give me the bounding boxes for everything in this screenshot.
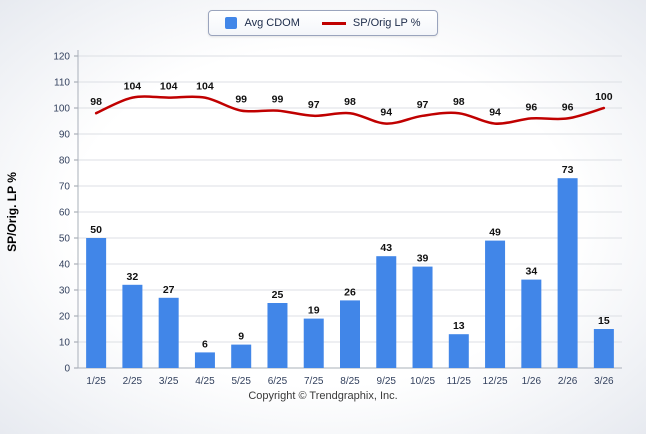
line-series bbox=[94, 95, 606, 125]
bar bbox=[340, 300, 360, 368]
y-tick-label: 110 bbox=[54, 78, 70, 89]
line-value-label: 99 bbox=[235, 94, 247, 106]
bar-series-swatch bbox=[225, 17, 238, 29]
legend-label-sp-orig-lp: SP/Orig LP % bbox=[352, 17, 421, 29]
chart-svg: SP/Orig. LP % 0 10 20 30 40 50 60 70 80 90 100 110 1… bbox=[5, 50, 622, 387]
x-tick-label: 4/25 bbox=[195, 376, 215, 387]
bar bbox=[122, 284, 143, 368]
y-tick-label: 80 bbox=[59, 156, 71, 167]
line-value-label: 98 bbox=[453, 96, 465, 108]
y-tick-label: 120 bbox=[53, 52, 70, 63]
x-tick-label: 1/25 bbox=[86, 376, 106, 387]
y-tick-label: 60 bbox=[59, 208, 71, 219]
bar bbox=[412, 266, 433, 368]
x-tick-label: 9/25 bbox=[377, 376, 397, 387]
line-value-label: 98 bbox=[344, 96, 356, 108]
bar-value-label: 73 bbox=[562, 164, 574, 176]
bar-value-label: 15 bbox=[598, 315, 610, 327]
line-value-label: 96 bbox=[562, 101, 574, 113]
y-tick-label: 30 bbox=[59, 286, 71, 297]
x-tick-label: 5/25 bbox=[231, 376, 251, 387]
bar bbox=[593, 329, 614, 368]
x-tick-label: 6/25 bbox=[268, 376, 288, 387]
y-tick-label: 50 bbox=[59, 234, 71, 245]
bar-value-label: 19 bbox=[308, 305, 320, 317]
line-value-label: 97 bbox=[417, 99, 429, 111]
bar bbox=[521, 279, 542, 368]
line-value-label: 98 bbox=[90, 96, 102, 108]
bar bbox=[158, 297, 179, 368]
y-tick-label: 100 bbox=[53, 104, 70, 115]
x-tick-label: 1/26 bbox=[522, 376, 542, 387]
y-tick-label: 20 bbox=[59, 312, 71, 323]
bar-value-label: 9 bbox=[238, 331, 244, 343]
legend-item-avg-cdom: Avg CDOM bbox=[225, 17, 300, 29]
bar bbox=[376, 256, 397, 368]
bar bbox=[267, 303, 288, 368]
y-tick-label: 40 bbox=[59, 260, 71, 271]
bar-value-label: 50 bbox=[90, 224, 102, 236]
y-tick-label: 10 bbox=[59, 338, 71, 349]
x-tick-label: 7/25 bbox=[304, 376, 324, 387]
bar bbox=[86, 238, 107, 368]
legend-item-sp-orig-lp: SP/Orig LP % bbox=[321, 17, 421, 29]
bar-value-label: 43 bbox=[380, 242, 392, 254]
bar-value-label: 32 bbox=[127, 271, 139, 283]
bar-value-label: 27 bbox=[163, 284, 175, 296]
x-tick-label: 2/26 bbox=[558, 376, 578, 387]
x-tick-label: 2/25 bbox=[123, 376, 143, 387]
bar bbox=[231, 344, 252, 368]
copyright-text: Copyright © Trendgraphix, Inc. bbox=[248, 390, 398, 402]
x-tick-label: 3/26 bbox=[594, 376, 614, 387]
bar bbox=[303, 318, 324, 368]
line-value-label: 100 bbox=[595, 91, 613, 103]
x-tick-label: 11/25 bbox=[447, 376, 472, 387]
line-value-label: 94 bbox=[380, 107, 392, 119]
x-tick-label: 3/25 bbox=[159, 376, 179, 387]
bar-value-label: 6 bbox=[202, 338, 208, 350]
line-value-label: 94 bbox=[489, 107, 501, 119]
line-value-label: 96 bbox=[525, 101, 537, 113]
x-tick-label: 8/25 bbox=[340, 376, 360, 387]
legend-label-avg-cdom: Avg CDOM bbox=[244, 17, 300, 29]
bar-value-label: 49 bbox=[489, 227, 501, 239]
bar-value-label: 13 bbox=[453, 320, 465, 332]
line-value-label: 99 bbox=[272, 94, 284, 106]
x-tick-label: 10/25 bbox=[410, 376, 435, 387]
bar-value-label: 39 bbox=[417, 253, 429, 265]
line-value-label: 97 bbox=[308, 99, 320, 111]
bar-value-label: 34 bbox=[525, 266, 537, 278]
bar bbox=[448, 334, 469, 368]
bar bbox=[485, 240, 506, 368]
x-tick-label: 12/25 bbox=[483, 376, 508, 387]
y-tick-label: 0 bbox=[64, 364, 70, 375]
y-tick-label: 90 bbox=[59, 130, 71, 141]
bar-value-label: 26 bbox=[344, 286, 356, 298]
bar bbox=[194, 352, 215, 368]
line-series-swatch bbox=[321, 21, 346, 25]
line-value-label: 104 bbox=[160, 81, 178, 93]
y-tick-label: 70 bbox=[59, 182, 71, 193]
bar bbox=[557, 178, 578, 368]
bar-value-label: 25 bbox=[272, 289, 284, 301]
line-value-label: 104 bbox=[196, 81, 214, 93]
line-value-label: 104 bbox=[124, 81, 142, 93]
chart-plot: 0 10 20 30 40 50 60 70 80 90 100 110 120 1/25 2/25 3/25… bbox=[53, 50, 622, 387]
y-axis-title: SP/Orig. LP % bbox=[5, 172, 19, 252]
legend: Avg CDOM SP/Orig LP % bbox=[208, 10, 438, 36]
